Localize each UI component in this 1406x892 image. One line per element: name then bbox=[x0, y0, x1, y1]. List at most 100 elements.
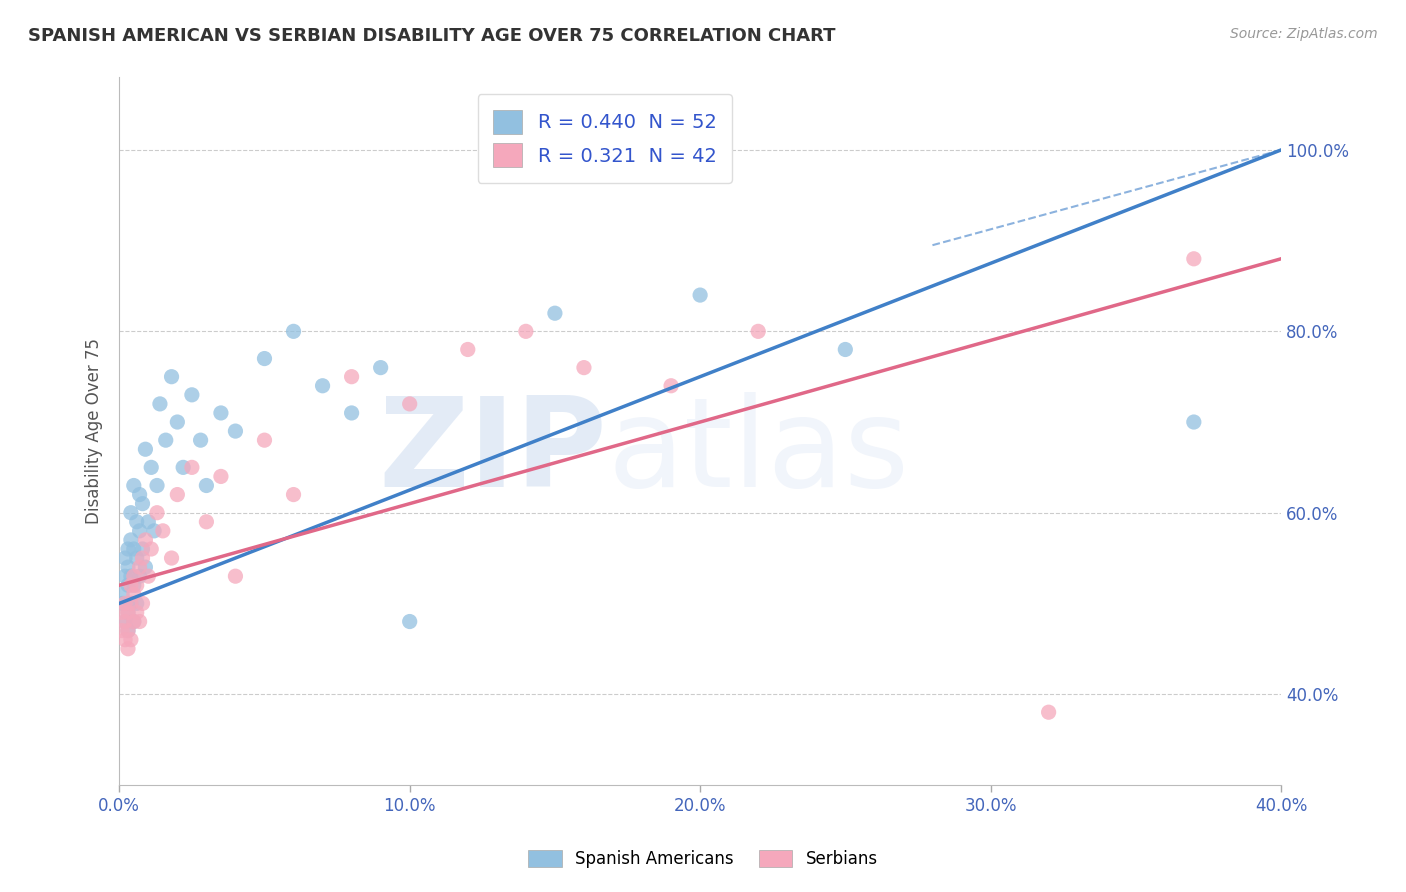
Point bbox=[143, 524, 166, 538]
Point bbox=[125, 551, 148, 566]
Point bbox=[114, 615, 136, 629]
Point bbox=[117, 606, 139, 620]
Point bbox=[180, 460, 202, 475]
Point bbox=[180, 388, 202, 402]
Text: ZIP: ZIP bbox=[378, 392, 607, 513]
Point bbox=[117, 578, 139, 592]
Point bbox=[659, 378, 682, 392]
Point bbox=[117, 624, 139, 638]
Point bbox=[117, 560, 139, 574]
Point bbox=[190, 433, 212, 447]
Point bbox=[122, 541, 145, 556]
Point bbox=[120, 569, 142, 583]
Point bbox=[128, 615, 150, 629]
Point bbox=[120, 533, 142, 547]
Point bbox=[128, 569, 150, 583]
Point bbox=[111, 596, 134, 610]
Point bbox=[128, 487, 150, 501]
Point bbox=[166, 415, 188, 429]
Point bbox=[117, 541, 139, 556]
Point bbox=[131, 596, 153, 610]
Point bbox=[128, 560, 150, 574]
Point bbox=[131, 497, 153, 511]
Point bbox=[141, 541, 163, 556]
Point bbox=[146, 478, 169, 492]
Point bbox=[120, 506, 142, 520]
Point bbox=[122, 615, 145, 629]
Point bbox=[253, 351, 276, 366]
Point bbox=[747, 324, 769, 338]
Point bbox=[689, 288, 711, 302]
Point bbox=[111, 606, 134, 620]
Point bbox=[134, 560, 156, 574]
Point bbox=[1182, 252, 1205, 266]
Point bbox=[122, 569, 145, 583]
Point bbox=[572, 360, 595, 375]
Point bbox=[125, 515, 148, 529]
Point bbox=[120, 632, 142, 647]
Point bbox=[125, 596, 148, 610]
Point bbox=[134, 442, 156, 457]
Point bbox=[209, 406, 232, 420]
Point bbox=[111, 624, 134, 638]
Point bbox=[122, 478, 145, 492]
Point bbox=[117, 624, 139, 638]
Point bbox=[515, 324, 537, 338]
Point bbox=[1182, 415, 1205, 429]
Point bbox=[141, 460, 163, 475]
Point bbox=[398, 615, 420, 629]
Point bbox=[160, 369, 183, 384]
Point bbox=[224, 569, 246, 583]
Point bbox=[114, 615, 136, 629]
Point bbox=[122, 578, 145, 592]
Point bbox=[136, 515, 159, 529]
Point bbox=[146, 506, 169, 520]
Point bbox=[834, 343, 856, 357]
Point bbox=[340, 406, 363, 420]
Point bbox=[125, 606, 148, 620]
Point bbox=[544, 306, 567, 320]
Y-axis label: Disability Age Over 75: Disability Age Over 75 bbox=[86, 338, 103, 524]
Point bbox=[195, 478, 218, 492]
Point bbox=[457, 343, 479, 357]
Point bbox=[134, 533, 156, 547]
Point bbox=[166, 487, 188, 501]
Point bbox=[253, 433, 276, 447]
Point bbox=[114, 596, 136, 610]
Legend: Spanish Americans, Serbians: Spanish Americans, Serbians bbox=[522, 843, 884, 875]
Point bbox=[209, 469, 232, 483]
Point bbox=[120, 578, 142, 592]
Point bbox=[283, 487, 305, 501]
Point bbox=[122, 615, 145, 629]
Point bbox=[340, 369, 363, 384]
Point bbox=[131, 541, 153, 556]
Point bbox=[128, 524, 150, 538]
Point bbox=[125, 578, 148, 592]
Point bbox=[117, 606, 139, 620]
Point bbox=[155, 433, 177, 447]
Point bbox=[152, 524, 174, 538]
Point bbox=[120, 596, 142, 610]
Point bbox=[1038, 705, 1060, 719]
Point bbox=[160, 551, 183, 566]
Point bbox=[311, 378, 333, 392]
Point bbox=[114, 632, 136, 647]
Point bbox=[117, 641, 139, 656]
Point bbox=[122, 587, 145, 601]
Point bbox=[131, 551, 153, 566]
Legend: R = 0.440  N = 52, R = 0.321  N = 42: R = 0.440 N = 52, R = 0.321 N = 42 bbox=[478, 95, 733, 183]
Point bbox=[172, 460, 194, 475]
Text: atlas: atlas bbox=[607, 392, 910, 513]
Text: SPANISH AMERICAN VS SERBIAN DISABILITY AGE OVER 75 CORRELATION CHART: SPANISH AMERICAN VS SERBIAN DISABILITY A… bbox=[28, 27, 835, 45]
Point bbox=[136, 569, 159, 583]
Point bbox=[224, 424, 246, 438]
Point bbox=[114, 551, 136, 566]
Point bbox=[111, 587, 134, 601]
Point bbox=[195, 515, 218, 529]
Point bbox=[283, 324, 305, 338]
Point bbox=[120, 596, 142, 610]
Point bbox=[149, 397, 172, 411]
Point bbox=[370, 360, 392, 375]
Point bbox=[398, 397, 420, 411]
Text: Source: ZipAtlas.com: Source: ZipAtlas.com bbox=[1230, 27, 1378, 41]
